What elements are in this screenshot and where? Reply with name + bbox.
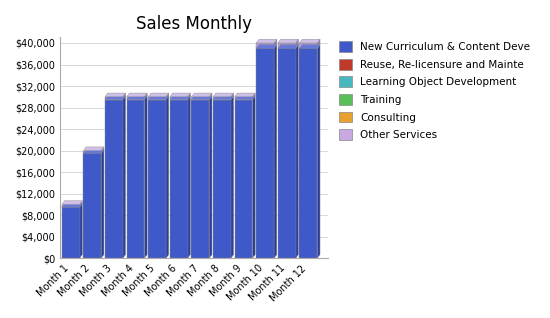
Polygon shape [166,96,169,258]
Polygon shape [317,39,320,48]
Polygon shape [231,96,234,258]
Bar [235,100,252,258]
Bar [213,97,231,100]
Polygon shape [213,96,234,100]
Bar [278,48,295,258]
Polygon shape [148,93,169,97]
Bar [105,97,123,100]
Bar [191,97,209,100]
Polygon shape [148,96,169,100]
Polygon shape [231,93,234,100]
Polygon shape [213,93,234,97]
Polygon shape [144,93,147,100]
Polygon shape [274,39,277,48]
Polygon shape [84,149,104,153]
Bar [84,153,101,258]
Polygon shape [274,45,277,258]
Polygon shape [170,96,190,100]
Polygon shape [278,45,299,48]
Polygon shape [170,93,190,97]
Bar [170,97,188,100]
Polygon shape [209,93,212,100]
Bar [148,100,166,258]
Polygon shape [317,45,320,258]
Polygon shape [191,96,212,100]
Polygon shape [126,96,147,100]
Bar [62,204,80,207]
Polygon shape [300,45,320,48]
Bar [256,43,274,48]
Polygon shape [126,93,147,97]
Polygon shape [84,147,104,151]
Polygon shape [235,93,255,97]
Polygon shape [80,201,82,207]
Polygon shape [101,149,104,258]
Polygon shape [62,201,82,204]
Polygon shape [235,96,255,100]
Polygon shape [166,93,169,100]
Polygon shape [191,93,212,97]
Bar [62,207,80,258]
Polygon shape [278,39,299,43]
Polygon shape [209,96,212,258]
Title: Sales Monthly: Sales Monthly [136,15,252,33]
Polygon shape [188,93,190,100]
Polygon shape [105,93,125,97]
Polygon shape [252,96,255,258]
Polygon shape [252,93,255,100]
Polygon shape [188,96,190,258]
Polygon shape [123,93,125,100]
Bar [278,43,295,48]
Bar [300,48,317,258]
Polygon shape [144,96,147,258]
Bar [105,100,123,258]
Polygon shape [295,45,299,258]
Bar [148,97,166,100]
Polygon shape [295,39,299,48]
Bar [300,43,317,48]
Bar [126,97,144,100]
Bar [170,100,188,258]
Bar [126,100,144,258]
Polygon shape [105,96,125,100]
Polygon shape [123,96,125,258]
Polygon shape [256,45,277,48]
Bar [213,100,231,258]
Bar [256,48,274,258]
Polygon shape [300,39,320,43]
Polygon shape [256,39,277,43]
Polygon shape [101,147,104,153]
Bar [84,151,101,153]
Polygon shape [62,204,82,207]
Legend: New Curriculum & Content Deve, Reuse, Re-licensure and Mainte, Learning Object D: New Curriculum & Content Deve, Reuse, Re… [337,38,534,143]
Bar [235,97,252,100]
Bar [191,100,209,258]
Polygon shape [80,204,82,258]
